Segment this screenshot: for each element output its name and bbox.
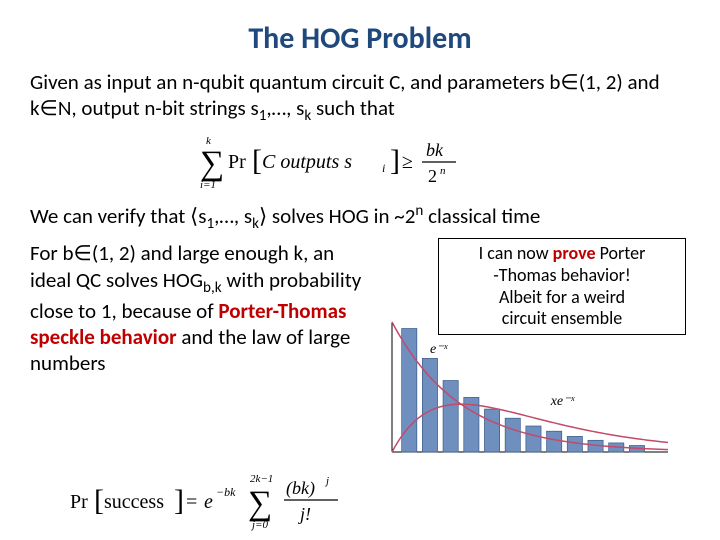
num-base: (bk) <box>286 478 315 499</box>
rbracket-icon: ] <box>174 484 184 517</box>
sub-i: i <box>382 161 385 175</box>
geq-icon: ≥ <box>402 151 413 173</box>
formula-sum-prob: k ∑ i=1 Pr [ C outputs s i ] ≥ bk 2 n <box>30 132 690 192</box>
t: circuit ensemble <box>502 307 622 329</box>
para-given: Given as input an n-qubit quantum circui… <box>30 69 690 126</box>
num: bk <box>426 140 444 160</box>
pr: Pr <box>228 151 246 173</box>
t: N, output n-bit strings s <box>58 95 259 121</box>
sub-bk: b,k <box>203 279 222 297</box>
curve-label-xexp: xe⁻ˣ <box>550 395 576 410</box>
den: j! <box>298 504 311 524</box>
rangle-icon: ⟩ <box>259 204 267 228</box>
t: We can verify that <box>30 203 190 229</box>
eq-icon: = <box>186 491 197 513</box>
t: classical time <box>423 203 540 229</box>
in-sym: ∈ <box>40 95 58 121</box>
para-verify: We can verify that ⟨s1,…, sk⟩ solves HOG… <box>30 202 690 234</box>
sub-k: k <box>252 216 259 234</box>
pr: Pr <box>70 491 88 513</box>
langle-icon: ⟨ <box>190 204 198 228</box>
in-sym: ∈ <box>560 69 578 95</box>
t: solves HOG in ~2 <box>267 203 415 229</box>
t: Given as input an n-qubit quantum circui… <box>30 69 560 95</box>
sigma-icon: ∑ <box>248 485 272 522</box>
t: Porter <box>596 242 646 264</box>
den-base: 2 <box>428 166 437 186</box>
body: C outputs s <box>262 151 352 173</box>
exp-sup: −bk <box>216 485 236 499</box>
sub-1: 1 <box>206 216 214 234</box>
t: I can now <box>479 242 553 264</box>
lbracket-icon: [ <box>94 484 104 517</box>
t: ,…, s <box>266 95 304 121</box>
prove-strong: prove <box>553 242 596 264</box>
den-sup: n <box>440 165 446 177</box>
t: such that <box>311 95 395 121</box>
t: For b <box>30 240 74 266</box>
formula-success: Pr [ success ] = e −bk 2k−1 ∑ j=0 (bk) j… <box>70 470 690 534</box>
t: ,…, s <box>214 203 252 229</box>
callout-box: I can now prove Porter -Thomas behavior!… <box>438 238 686 334</box>
num-sup: j <box>324 475 329 487</box>
rbracket-icon: ] <box>390 144 400 177</box>
in-sym: ∈ <box>74 240 92 266</box>
page-title: The HOG Problem <box>30 20 690 57</box>
lbracket-icon: [ <box>252 144 262 177</box>
success: success <box>104 491 164 513</box>
porter-thomas-chart: e⁻ˣ xe⁻ˣ <box>374 316 690 466</box>
sum-lower: i=1 <box>200 179 216 191</box>
sigma-icon: ∑ <box>200 145 224 182</box>
t: -Thomas behavior! <box>493 264 630 286</box>
para-ideal-qc: For b∈(1, 2) and large enough k, an idea… <box>30 240 362 376</box>
e: e <box>204 491 213 513</box>
curve-label-exp: e⁻ˣ <box>430 343 449 358</box>
sum-upper: 2k−1 <box>250 473 273 485</box>
t: Albeit for a weird <box>499 286 625 308</box>
sum-lower: j=0 <box>250 519 268 531</box>
